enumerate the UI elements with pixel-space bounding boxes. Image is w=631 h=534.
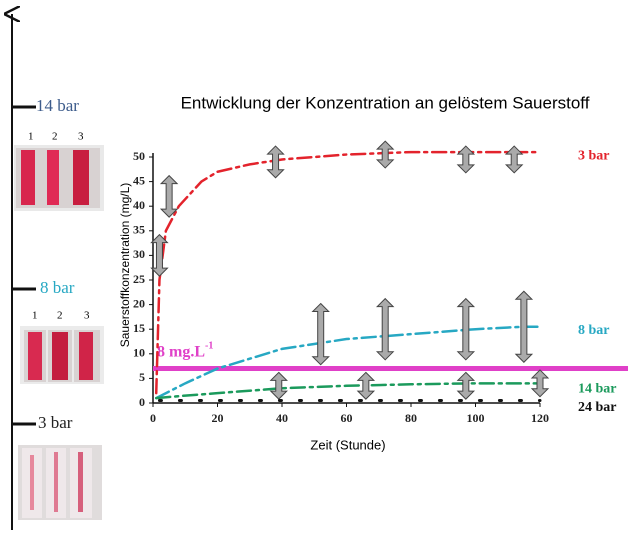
pressure-label: 14 bar — [36, 96, 79, 115]
threshold-label-sup: -1 — [205, 341, 213, 352]
error-bar — [313, 304, 329, 365]
error-bar — [506, 146, 522, 173]
error-bar — [377, 299, 393, 360]
x-tick-label: 100 — [467, 411, 485, 425]
x-tick-label: 80 — [405, 411, 417, 425]
error-bar — [377, 141, 393, 168]
y-tick-label: 45 — [133, 173, 145, 187]
series-line — [156, 383, 540, 398]
photo-number: 1 — [28, 131, 34, 143]
y-tick-label: 15 — [133, 321, 145, 335]
photo-number: 2 — [57, 310, 63, 322]
pressure-label: 3 bar — [38, 413, 73, 432]
error-bar — [151, 235, 167, 277]
x-tick-label: 60 — [341, 411, 353, 425]
figure: 14 bar 8 bar 3 bar 1 2 3 1 2 3 Entwicklu… — [0, 0, 631, 534]
series-line — [156, 152, 540, 393]
error-bar — [161, 176, 177, 218]
series-label: 14 bar — [578, 382, 617, 397]
series-label: 8 bar — [578, 323, 610, 338]
y-tick-label: 35 — [133, 223, 145, 237]
threshold-label-text: 8 mg.L — [157, 343, 205, 360]
photo-group — [18, 445, 102, 520]
y-tick-label: 10 — [133, 346, 145, 360]
y-tick-label: 20 — [133, 296, 145, 310]
error-bar — [458, 146, 474, 173]
chart-title: Entwicklung der Konzentration an gelöste… — [181, 93, 590, 112]
x-tick-label: 20 — [212, 411, 224, 425]
x-tick-label: 40 — [276, 411, 288, 425]
y-tick-label: 40 — [133, 198, 145, 212]
photo-number: 1 — [32, 310, 38, 322]
y-tick-label: 30 — [133, 247, 145, 261]
y-axis-label: Sauerstoffkonzentration (mg/L) — [118, 183, 132, 348]
series-label: 24 bar — [578, 400, 617, 415]
x-tick-label: 0 — [150, 411, 156, 425]
series-line — [156, 327, 540, 398]
x-axis-label: Zeit (Stunde) — [310, 437, 385, 452]
y-tick-label: 5 — [139, 370, 145, 384]
photo-number: 3 — [78, 131, 84, 143]
error-bar — [271, 372, 287, 399]
photo-number: 2 — [52, 131, 58, 143]
photo-number: 3 — [84, 310, 90, 322]
photo-group: 1 2 3 — [14, 131, 104, 211]
x-tick-label: 120 — [531, 411, 549, 425]
y-tick-label: 0 — [139, 395, 145, 409]
threshold-label: 8 mg.L-1 — [157, 341, 213, 360]
photo-group: 1 2 3 — [20, 310, 104, 384]
pressure-label: 8 bar — [40, 278, 75, 297]
series-label: 3 bar — [578, 148, 610, 163]
y-tick-label: 25 — [133, 272, 145, 286]
error-bar — [458, 372, 474, 399]
y-tick-label: 50 — [133, 149, 145, 163]
